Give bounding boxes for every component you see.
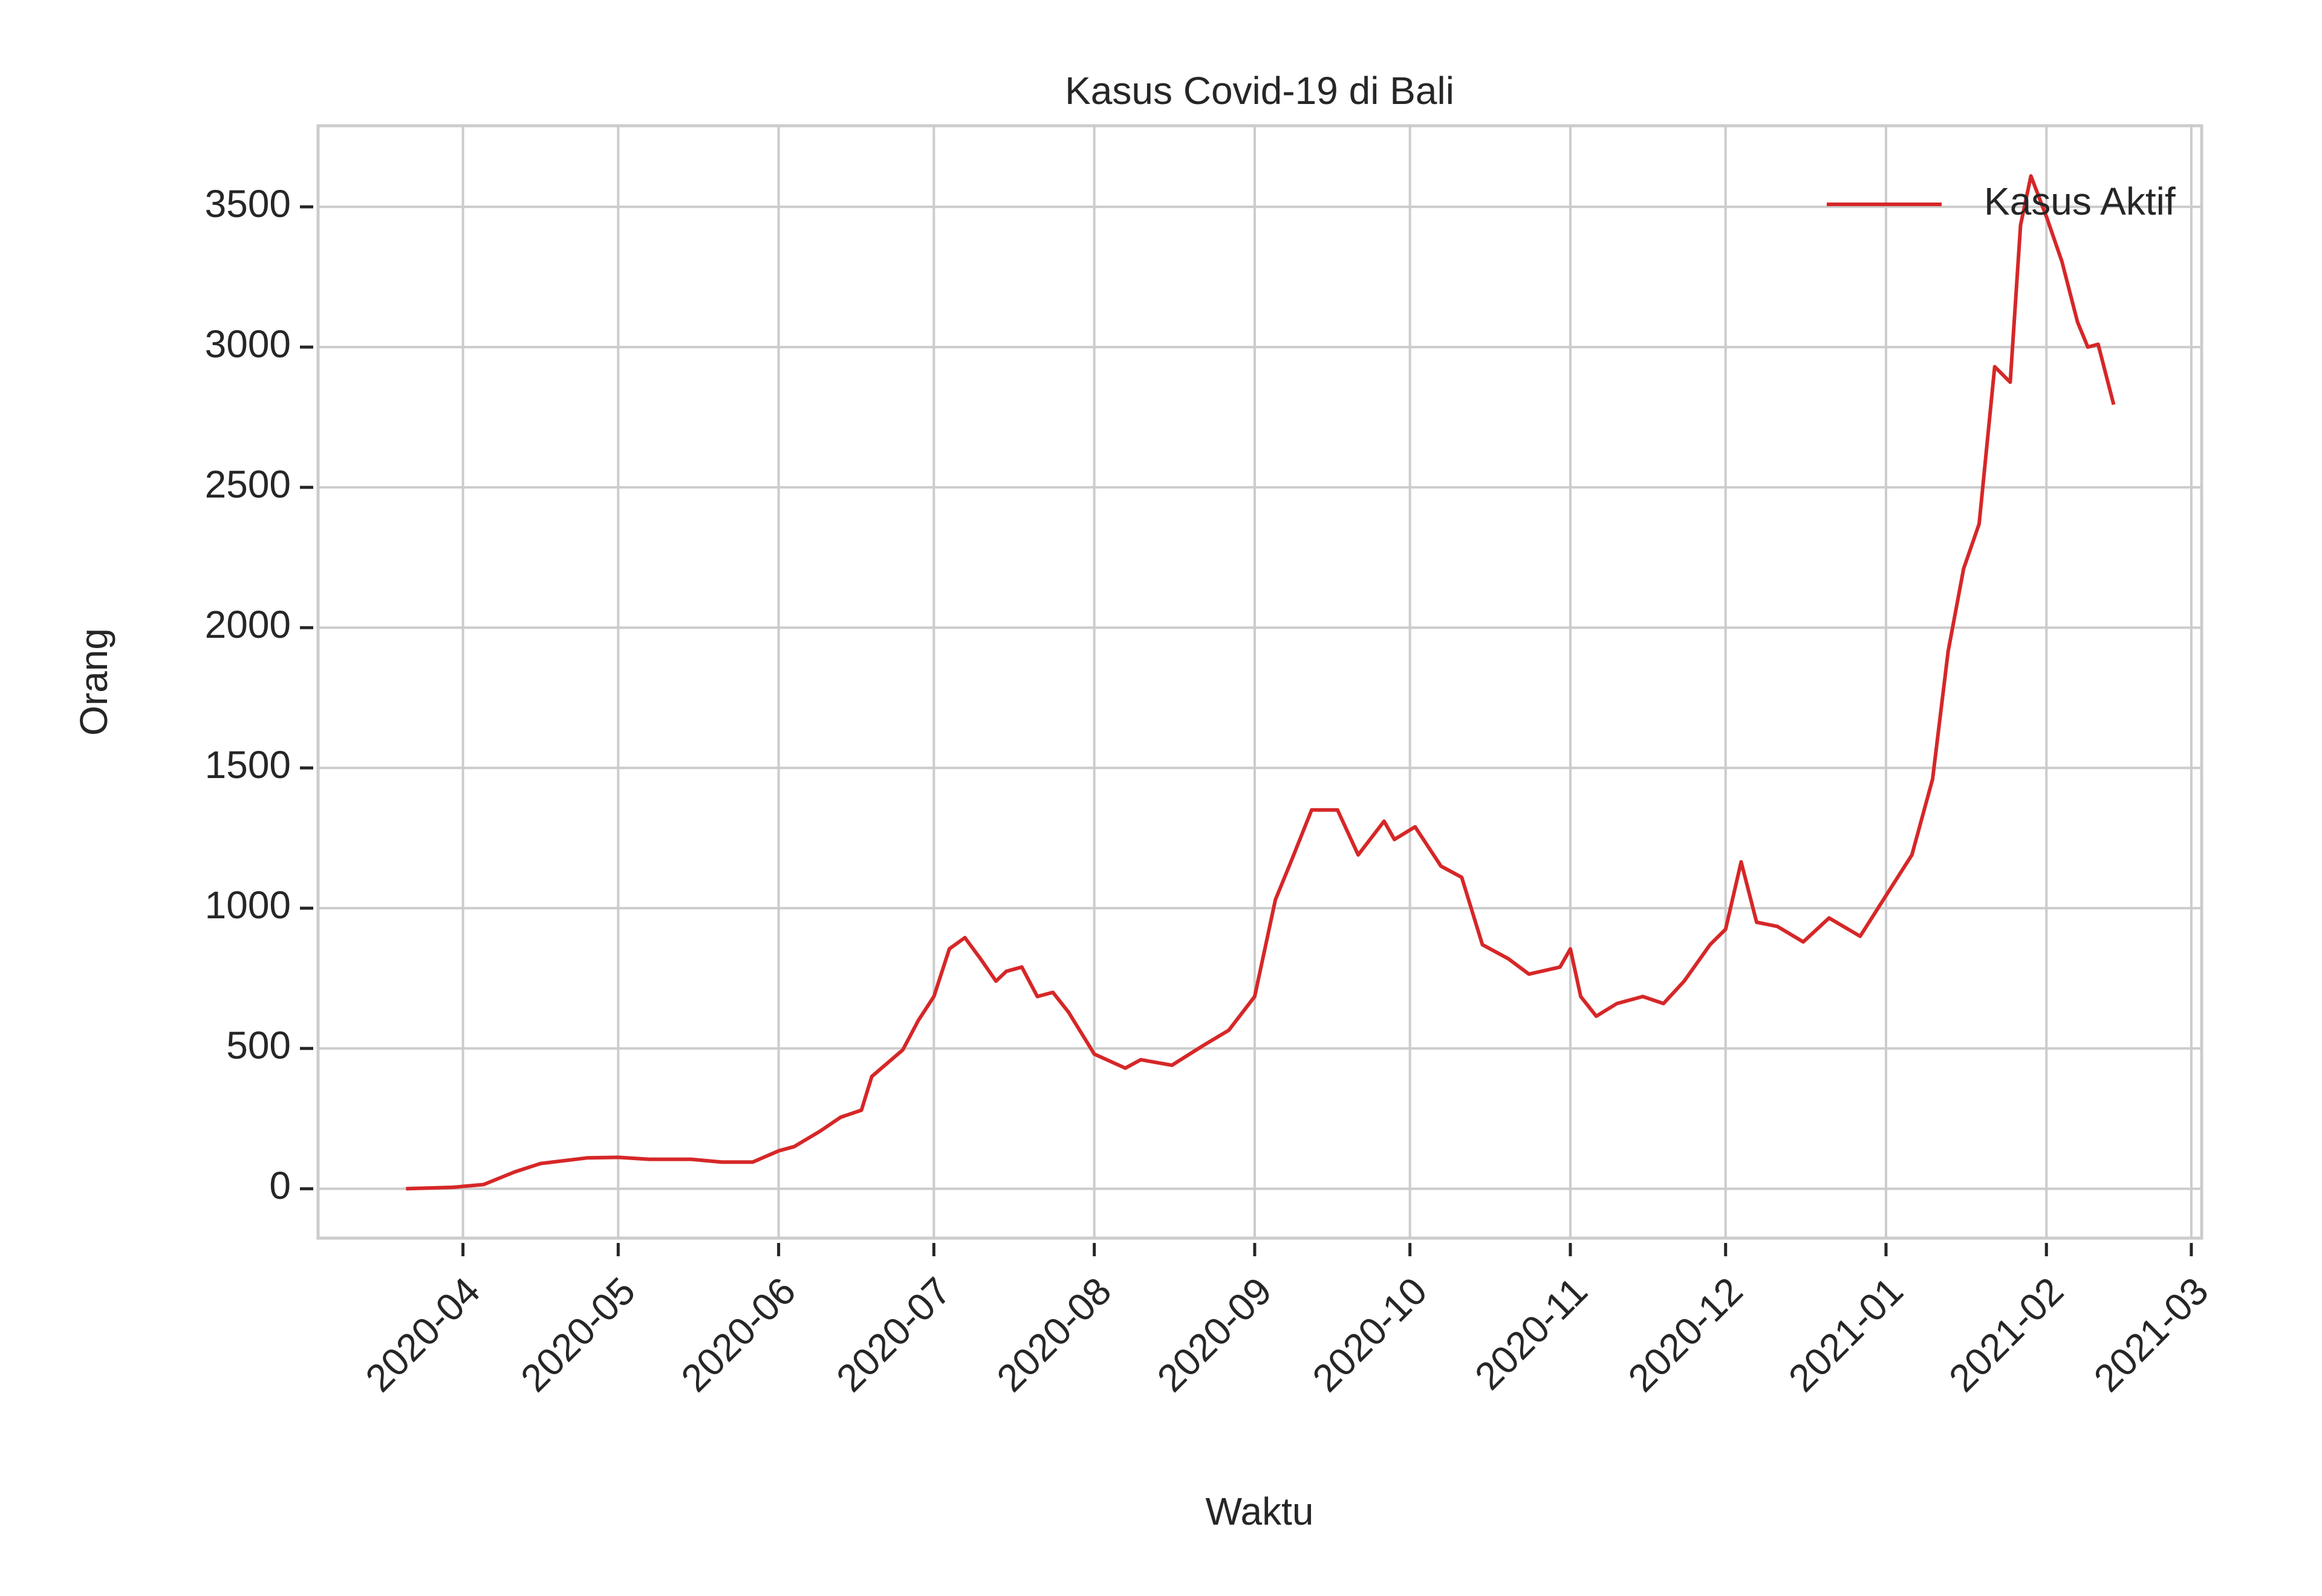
y-tick-label: 2500 (205, 462, 291, 506)
x-axis-label: Waktu (1206, 1490, 1314, 1533)
x-tick-label: 2020-10 (1304, 1269, 1436, 1400)
plot-frame (316, 124, 2203, 1240)
legend-label: Kasus Aktif (1984, 180, 2176, 223)
x-tick-label: 2020-08 (989, 1269, 1120, 1400)
y-tick-label: 3500 (205, 182, 291, 225)
x-tick-label: 2020-04 (357, 1269, 488, 1400)
x-tick-label: 2020-09 (1149, 1269, 1280, 1400)
x-tick-label: 2021-03 (2086, 1269, 2217, 1400)
x-tick-label: 2020-06 (672, 1269, 804, 1400)
y-tick-label: 1500 (205, 743, 291, 787)
x-tick-label: 2020-07 (828, 1269, 959, 1400)
y-tick-label: 3000 (205, 322, 291, 366)
x-tick-label: 2021-02 (1940, 1269, 2072, 1400)
chart-title: Kasus Covid-19 di Bali (1065, 69, 1454, 112)
y-tick-label: 0 (269, 1164, 291, 1207)
x-tick-label: 2020-11 (1466, 1269, 1596, 1398)
x-tick-label: 2021-01 (1780, 1269, 1911, 1400)
x-tick-label: 2020-12 (1620, 1269, 1751, 1400)
y-tick-label: 500 (226, 1023, 291, 1067)
y-tick-label: 1000 (205, 883, 291, 927)
y-tick-label: 2000 (205, 603, 291, 646)
x-tick-label: 2020-05 (512, 1269, 643, 1400)
y-axis-label: Orang (72, 628, 115, 736)
data-line (406, 174, 2116, 1191)
